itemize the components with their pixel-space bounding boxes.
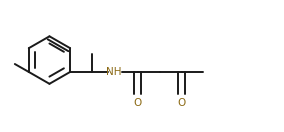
- Text: NH: NH: [106, 67, 122, 77]
- Text: O: O: [134, 98, 142, 108]
- Text: O: O: [178, 98, 186, 108]
